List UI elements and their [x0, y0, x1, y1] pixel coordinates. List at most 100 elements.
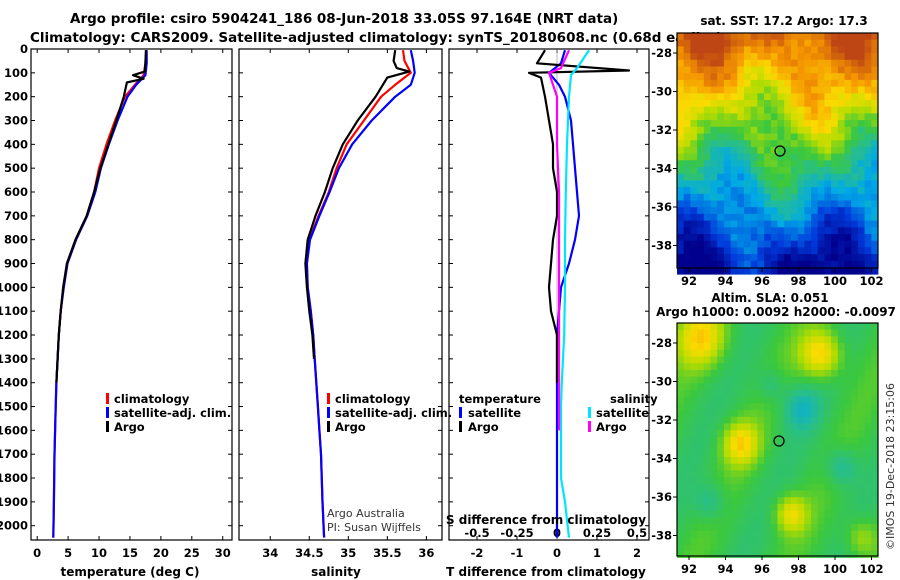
map-cell — [857, 113, 865, 121]
map-cell — [797, 160, 805, 168]
map-cell — [777, 39, 785, 47]
map-cell — [723, 343, 731, 351]
map-cell — [831, 323, 839, 331]
map-cell — [811, 457, 819, 465]
map-cell — [703, 503, 711, 511]
map-cell — [737, 517, 745, 525]
map-cell — [804, 403, 812, 411]
map-cell — [770, 146, 778, 154]
map-cell — [824, 503, 832, 511]
map-cell — [683, 227, 691, 235]
map-cell — [737, 140, 745, 148]
map-cell — [697, 544, 705, 552]
map-cell — [744, 483, 752, 491]
map-cell — [837, 477, 845, 485]
map-cell — [857, 59, 865, 67]
map-cell — [784, 193, 792, 201]
map-cell — [690, 503, 698, 511]
map-cell — [730, 39, 738, 47]
map-cell — [784, 240, 792, 248]
map-cell — [824, 430, 832, 438]
map-cell — [717, 66, 725, 74]
map-cell — [831, 247, 839, 255]
map-cell — [871, 86, 879, 94]
map-cell — [757, 133, 765, 141]
map-cell — [737, 180, 745, 188]
map-cell — [837, 247, 845, 255]
map-cell — [750, 537, 758, 545]
map-cell — [864, 86, 872, 94]
map-cell — [871, 73, 879, 81]
map-cell — [710, 336, 718, 344]
map-cell — [824, 247, 832, 255]
map-cell — [737, 227, 745, 235]
map-cell — [844, 450, 852, 458]
map-cell — [804, 193, 812, 201]
map-cell — [790, 356, 798, 364]
map-cell — [737, 510, 745, 518]
map-cell — [811, 113, 819, 121]
temperature-series — [52, 50, 148, 538]
map-cell — [750, 73, 758, 81]
map-cell — [777, 517, 785, 525]
map-cell — [690, 260, 698, 268]
map-cell — [857, 66, 865, 74]
map-cell — [811, 369, 819, 377]
map-cell — [871, 160, 879, 168]
map-cell — [844, 497, 852, 505]
map-cell — [784, 79, 792, 87]
map-cell — [710, 503, 718, 511]
map-cell — [797, 33, 805, 41]
map-cell — [857, 450, 865, 458]
map-cell — [764, 396, 772, 404]
map-cell — [723, 33, 731, 41]
difference-xlabel: T difference from climatology — [446, 565, 646, 579]
map-cell — [770, 254, 778, 262]
map-cell — [844, 79, 852, 87]
map-cell — [737, 410, 745, 418]
map-cell — [750, 530, 758, 538]
map-cell — [744, 234, 752, 242]
map-cell — [824, 410, 832, 418]
map-cell — [723, 490, 731, 498]
map-cell — [831, 530, 839, 538]
map-cell — [777, 457, 785, 465]
map-cell — [737, 463, 745, 471]
map-cell — [851, 483, 859, 491]
map-cell — [683, 369, 691, 377]
map-cell — [864, 403, 872, 411]
map-cell — [824, 53, 832, 61]
map-cell — [730, 410, 738, 418]
map-cell — [824, 524, 832, 532]
map-cell — [730, 73, 738, 81]
map-cell — [677, 443, 685, 451]
map-cell — [710, 524, 718, 532]
map-cell — [777, 383, 785, 391]
map-cell — [757, 497, 765, 505]
map-cell — [824, 86, 832, 94]
map-cell — [864, 260, 872, 268]
map-cell — [777, 260, 785, 268]
map-cell — [730, 463, 738, 471]
map-cell — [817, 33, 825, 41]
map-cell — [790, 260, 798, 268]
map-cell — [817, 477, 825, 485]
map-cell — [750, 403, 758, 411]
map-cell — [697, 220, 705, 228]
map-cell — [851, 113, 859, 121]
map-cell — [811, 436, 819, 444]
map-cell — [683, 470, 691, 478]
map-cell — [730, 53, 738, 61]
map-cell — [770, 416, 778, 424]
y-tick-label: 400 — [4, 137, 28, 151]
map-cell — [744, 537, 752, 545]
map-cell — [857, 146, 865, 154]
map-cell — [710, 39, 718, 47]
map-cell — [777, 100, 785, 108]
map-cell — [750, 33, 758, 41]
map-cell — [811, 73, 819, 81]
map-cell — [683, 46, 691, 54]
map-cell — [777, 490, 785, 498]
map-cell — [723, 267, 731, 275]
legend-swatch-satellite — [327, 407, 330, 418]
